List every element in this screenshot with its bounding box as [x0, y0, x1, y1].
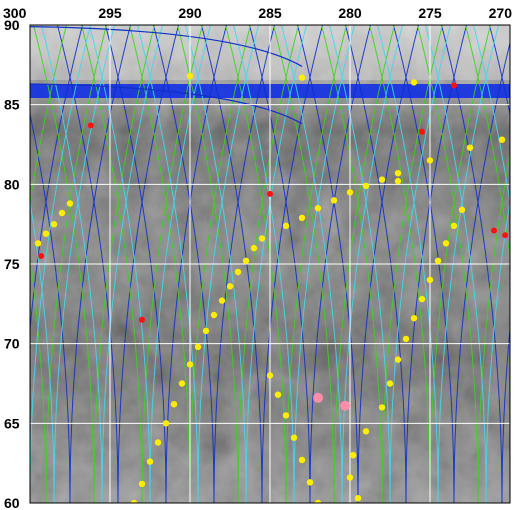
yellow-point: [258, 235, 266, 242]
yellow-point: [154, 439, 162, 446]
yellow-point: [50, 221, 58, 228]
y-tick-label: 80: [4, 176, 20, 192]
yellow-point: [450, 222, 458, 229]
y-tick-label: 75: [4, 256, 20, 272]
pink-point: [340, 400, 351, 411]
yellow-point: [290, 434, 298, 441]
yellow-point: [314, 205, 322, 212]
red-point: [502, 232, 509, 239]
x-tick-label: 290: [178, 5, 202, 21]
yellow-point: [130, 499, 138, 503]
ground-track-green: [30, 25, 68, 206]
yellow-point: [34, 240, 42, 247]
yellow-point: [498, 136, 506, 143]
x-tick-label: 280: [338, 5, 362, 21]
yellow-point: [330, 197, 338, 204]
point-layer: [34, 72, 509, 503]
yellow-point: [298, 74, 306, 81]
red-point: [419, 128, 425, 135]
yellow-point: [186, 72, 194, 80]
yellow-point: [426, 157, 434, 164]
yellow-point: [138, 480, 146, 488]
yellow-point: [466, 144, 474, 151]
yellow-point: [350, 452, 357, 459]
yellow-point: [66, 200, 74, 207]
yellow-point: [282, 222, 290, 229]
yellow-point: [426, 276, 434, 284]
polar-track-arc: [30, 25, 303, 67]
x-tick-label: 295: [98, 5, 122, 21]
red-point: [139, 316, 145, 323]
yellow-point: [218, 297, 226, 304]
yellow-point: [434, 257, 442, 264]
ground-track-cyan: [472, 25, 510, 206]
red-point: [267, 190, 273, 197]
yellow-point: [170, 401, 178, 408]
yellow-point: [194, 343, 202, 351]
yellow-point: [354, 495, 362, 502]
x-tick-label: 270: [489, 5, 513, 21]
x-tick-label: 300: [3, 5, 27, 21]
track-layer: [30, 25, 510, 503]
yellow-point: [394, 170, 402, 177]
yellow-point: [250, 244, 258, 252]
yellow-point: [58, 209, 66, 217]
ground-track-blue: [488, 25, 510, 117]
yellow-point: [210, 311, 218, 319]
yellow-point: [386, 380, 394, 387]
yellow-point: [410, 79, 418, 86]
y-tick-label: 90: [4, 17, 20, 33]
yellow-point: [178, 380, 186, 387]
yellow-point: [266, 372, 274, 379]
red-point: [38, 253, 45, 259]
x-tick-label: 275: [418, 5, 442, 21]
yellow-point: [314, 499, 322, 503]
yellow-point: [42, 230, 50, 237]
pink-point: [313, 392, 323, 403]
ground-track-blue: [501, 323, 510, 503]
yellow-point: [418, 295, 426, 303]
y-tick-label: 70: [4, 336, 20, 352]
x-tick-label: 285: [258, 5, 282, 21]
yellow-point: [362, 428, 370, 435]
x-axis-ticks: 300 295 290 285 280 275 270: [3, 5, 512, 21]
yellow-point: [394, 177, 402, 185]
polar-track-arc: [30, 83, 303, 125]
yellow-point: [298, 214, 306, 221]
yellow-point: [378, 404, 386, 411]
y-axis-ticks: 90 85 80 75 70 65 60: [4, 17, 20, 510]
yellow-point: [186, 361, 194, 368]
plot-frame: [29, 24, 511, 504]
yellow-point: [346, 189, 354, 196]
red-point: [491, 227, 497, 234]
y-tick-label: 65: [4, 415, 20, 431]
yellow-point: [362, 182, 370, 190]
ground-track-green: [464, 25, 510, 261]
y-tick-label: 85: [4, 97, 20, 113]
yellow-point: [306, 479, 314, 486]
yellow-point: [378, 176, 386, 183]
yellow-point: [242, 257, 250, 264]
yellow-point: [346, 474, 354, 481]
red-point: [451, 82, 457, 89]
yellow-point: [282, 412, 290, 419]
y-tick-label: 60: [4, 495, 20, 510]
yellow-point: [394, 356, 402, 363]
yellow-point: [162, 420, 170, 427]
yellow-point: [458, 206, 466, 213]
yellow-point: [202, 327, 210, 335]
yellow-point: [298, 456, 306, 464]
red-point: [87, 122, 94, 129]
yellow-point: [234, 268, 242, 276]
map-grid: [29, 24, 511, 504]
yellow-point: [274, 391, 282, 398]
yellow-point: [402, 335, 410, 343]
yellow-point: [442, 240, 450, 247]
yellow-point: [226, 283, 234, 290]
yellow-point: [410, 315, 418, 322]
yellow-point: [146, 458, 154, 465]
